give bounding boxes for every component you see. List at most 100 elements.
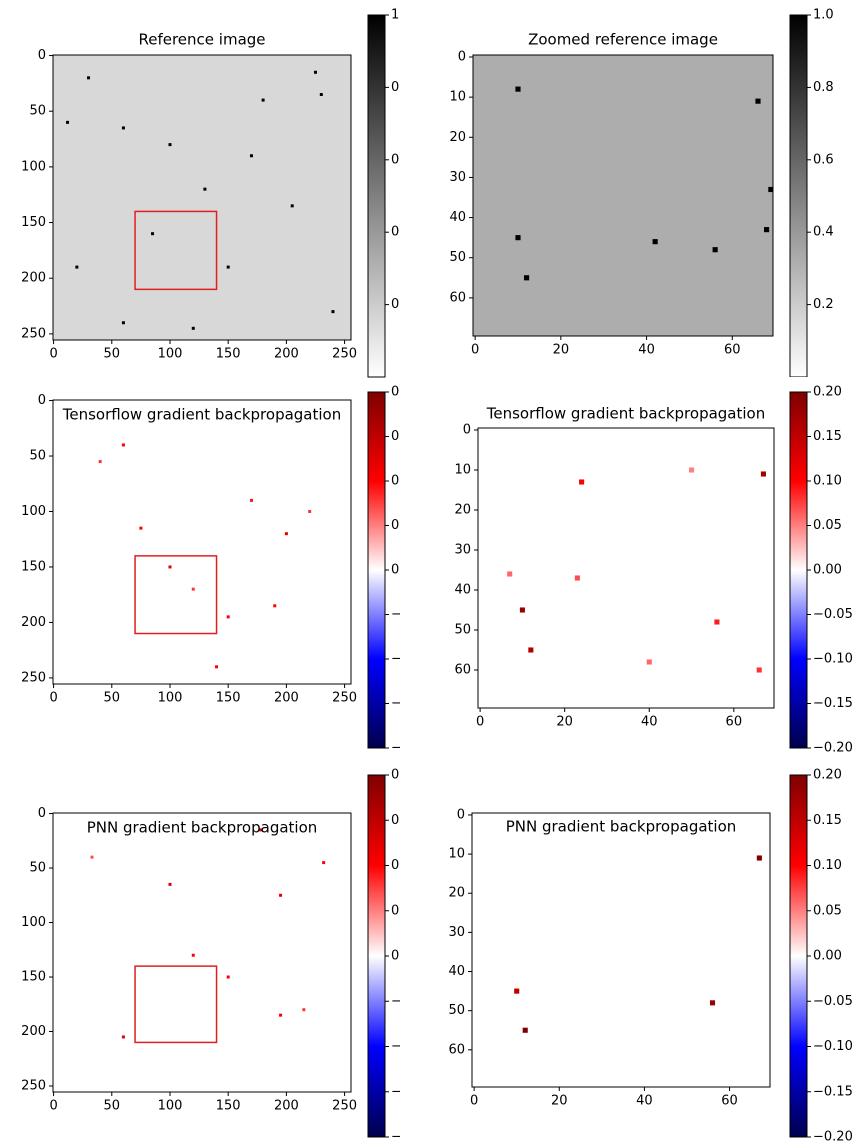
x-tick-label: 150 — [216, 691, 241, 706]
pixel — [290, 204, 294, 208]
colorbar — [789, 14, 808, 378]
pixel — [226, 265, 230, 269]
colorbar-tick-label: −0.05 — [813, 994, 853, 1009]
pixel — [226, 615, 230, 619]
colorbar-tick-label: 0.05 — [813, 903, 842, 918]
image-texture — [478, 428, 774, 708]
panel-title: Zoomed reference image — [528, 31, 718, 49]
pixel — [279, 893, 283, 897]
pixel — [249, 154, 253, 158]
pixel — [519, 607, 525, 613]
y-tick-label: 50 — [29, 449, 46, 464]
pixel — [75, 265, 79, 269]
x-tick-label: 20 — [551, 1094, 568, 1109]
image-texture — [53, 400, 351, 684]
panel-title: Tensorflow gradient backpropagation — [62, 406, 341, 424]
colorbar-tick-label: −0.20 — [813, 1130, 853, 1145]
x-tick-label: 250 — [332, 1099, 357, 1114]
axes-frame — [52, 399, 352, 685]
pixel — [121, 321, 125, 325]
colorbar-tick-label: −0.15 — [813, 696, 853, 711]
pixel — [319, 93, 323, 97]
y-tick-label: 50 — [29, 104, 46, 119]
axes-frame — [477, 427, 775, 709]
y-tick-label: 30 — [449, 170, 466, 185]
pixel — [514, 988, 520, 994]
axes-frame — [52, 54, 352, 341]
pixel — [712, 247, 718, 253]
pixel — [524, 275, 530, 281]
colorbar-tick-label: 0.10 — [813, 474, 842, 489]
x-tick-label: 40 — [641, 715, 658, 730]
x-tick-label: 200 — [274, 691, 299, 706]
pixel — [760, 471, 766, 477]
y-tick-label: 100 — [21, 504, 46, 519]
panel-title: PNN gradient backpropagation — [506, 818, 737, 836]
colorbar-tick-label: 0.00 — [813, 563, 842, 578]
x-tick-label: 250 — [332, 347, 357, 362]
y-tick-label: 60 — [454, 663, 471, 678]
pixel — [284, 532, 288, 536]
colorbar — [789, 391, 808, 749]
y-tick-label: 0 — [38, 393, 46, 408]
colorbar-tick-label: 0.15 — [813, 813, 842, 828]
roi-box — [134, 555, 218, 635]
pixel — [709, 1000, 716, 1006]
x-tick-label: 0 — [470, 1094, 478, 1109]
y-tick-label: 20 — [448, 886, 465, 901]
x-tick-label: 100 — [158, 347, 183, 362]
pixel — [191, 326, 195, 330]
pixel — [322, 861, 326, 865]
x-tick-label: 0 — [471, 343, 479, 358]
x-tick-label: 50 — [104, 691, 121, 706]
colorbar-tick-label: −0.05 — [813, 607, 853, 622]
axes-frame — [472, 54, 774, 337]
pixel — [313, 70, 317, 74]
pixel — [191, 953, 195, 957]
colorbar — [367, 391, 386, 749]
pixel — [66, 120, 70, 124]
y-tick-label: 60 — [449, 290, 466, 305]
colorbar-tick-label: 0.05 — [813, 518, 842, 533]
pixel — [331, 310, 335, 314]
y-tick-label: 40 — [449, 210, 466, 225]
x-tick-label: 60 — [721, 1094, 738, 1109]
x-tick-label: 20 — [553, 343, 570, 358]
colorbar — [367, 774, 386, 1138]
pixel — [755, 98, 761, 104]
y-tick-label: 100 — [21, 159, 46, 174]
colorbar-tick-label: 0.20 — [813, 385, 842, 400]
y-tick-label: 0 — [463, 423, 471, 438]
pixel — [515, 235, 521, 241]
pixel — [756, 667, 762, 673]
pixel — [579, 479, 585, 485]
x-tick-label: 50 — [104, 347, 121, 362]
colorbar-tick-label: 0.15 — [813, 429, 842, 444]
x-tick-label: 60 — [724, 343, 741, 358]
x-tick-label: 0 — [49, 347, 57, 362]
x-tick-label: 200 — [274, 1099, 299, 1114]
x-tick-label: 0 — [476, 715, 484, 730]
y-tick-label: 100 — [21, 915, 46, 930]
colorbar — [789, 774, 808, 1138]
x-tick-label: 200 — [274, 347, 299, 362]
pixel — [168, 565, 172, 569]
y-tick-label: 200 — [21, 615, 46, 630]
y-tick-label: 50 — [454, 623, 471, 638]
pixel — [646, 659, 652, 665]
pixel — [308, 509, 312, 513]
colorbar-tick-label: 0.2 — [813, 297, 834, 312]
colorbar-tick-label: 0.10 — [813, 858, 842, 873]
roi-box — [134, 210, 218, 291]
y-tick-label: 0 — [38, 48, 46, 63]
pixel — [139, 526, 143, 530]
axes-frame — [471, 812, 771, 1088]
y-tick-label: 40 — [454, 583, 471, 598]
y-tick-label: 20 — [449, 130, 466, 145]
colorbar-tick-label: 0.8 — [813, 80, 834, 95]
pixel — [191, 587, 195, 591]
y-tick-label: 60 — [448, 1042, 465, 1057]
x-tick-label: 50 — [104, 1099, 121, 1114]
y-tick-label: 0 — [457, 807, 465, 822]
y-tick-label: 50 — [448, 1003, 465, 1018]
